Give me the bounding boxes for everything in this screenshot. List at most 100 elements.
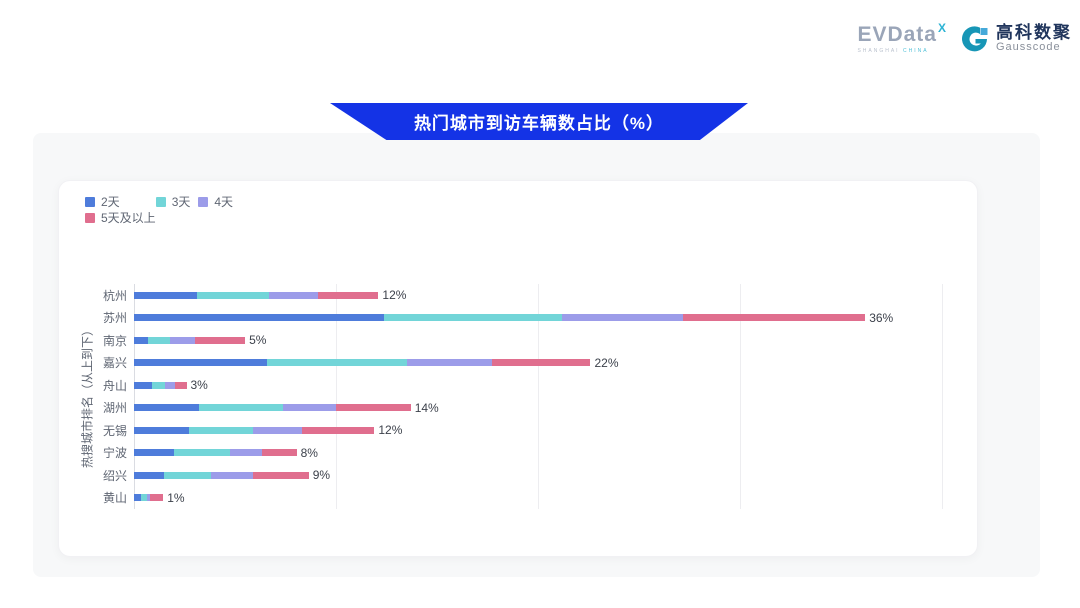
bar-segment-2天 [134,314,385,322]
stacked-bar [134,336,246,344]
bar-value-label: 8% [300,445,318,460]
bar-segment-2天 [134,359,268,367]
y-tick-label: 苏州 [102,311,127,326]
legend-swatch-icon [155,197,166,207]
stacked-bar [134,314,866,322]
bar-segment-4天 [229,449,263,457]
stacked-bar [134,404,411,412]
bar-segment-5天及以上 [262,449,297,457]
bar-segment-3天 [174,449,230,457]
bar-value-label: 1% [167,490,185,505]
bar-row-无锡: 无锡 12% [103,419,964,442]
bar-segment-3天 [164,471,211,479]
bar-segment-5天及以上 [253,471,309,479]
y-tick-label: 舟山 [102,378,127,393]
bar-value-label: 12% [382,288,407,303]
bar-segment-4天 [562,314,684,322]
y-tick-label: 无锡 [102,423,127,438]
stacked-bar [134,449,297,457]
bar-value-label: 36% [869,310,894,325]
gausscode-name-cn: 高科数聚 [996,23,1072,43]
bar-segment-3天 [196,291,270,299]
bar-segment-3天 [188,426,254,434]
bar-value-label: 12% [378,423,403,438]
bar-segment-2天 [134,449,175,457]
legend-swatch-icon [85,197,95,207]
chart-title-banner: 热门城市到访车辆数占比（%） [330,103,748,140]
evdata-wordmark: EVData [857,23,937,46]
legend-swatch-icon [198,197,209,207]
bar-segment-4天 [147,494,151,502]
legend-item-2天[interactable]: 2天 [85,196,120,208]
stacked-bar [134,359,591,367]
bar-segment-4天 [253,426,302,434]
y-axis-line [134,284,135,509]
gausscode-name-en: Gausscode [996,41,1061,54]
bar-segment-5天及以上 [491,359,591,367]
chart-panel: 2天 3天 4天 5天及以上 热搜城市排名（从上到下） 杭州 12% 苏州 36% 南京 5% 嘉… [33,133,1040,577]
chart-legend: 2天 3天 4天 5天及以上 [85,196,265,224]
gausscode-g-icon [962,26,988,52]
legend-item-4天[interactable]: 4天 [198,196,233,208]
page-title: 热门城市到访车辆数占比（%） [413,114,665,133]
evdata-logo: EVData X SHANGHAI CHINA [857,21,946,54]
stacked-bar [134,471,309,479]
bar-value-label: 14% [414,400,439,415]
stacked-bar [134,291,379,299]
legend-item-3天[interactable]: 3天 [155,195,191,209]
y-tick-label: 宁波 [102,446,127,461]
bar-segment-3天 [198,404,284,412]
bar-segment-3天 [141,494,148,502]
bar-segment-2天 [134,426,189,434]
gridline-10 [336,284,337,509]
y-tick-label: 绍兴 [102,468,127,483]
bar-row-南京: 南京 5% [103,329,964,352]
legend-label: 4天 [214,195,234,209]
bar-row-绍兴: 绍兴 9% [103,464,964,487]
bar-segment-3天 [267,359,407,367]
chart-card: 2天 3天 4天 5天及以上 热搜城市排名（从上到下） 杭州 12% 苏州 36% 南京 5% 嘉… [58,180,978,557]
bar-value-label: 9% [312,468,331,483]
y-tick-label: 嘉兴 [102,356,127,371]
stacked-bar [134,426,375,434]
bar-segment-2天 [134,471,165,479]
bar-segment-4天 [283,404,336,412]
legend-label: 5天及以上 [101,211,156,225]
bar-row-杭州: 杭州 12% [103,284,964,307]
bar-value-label: 3% [190,378,208,393]
bar-segment-5天及以上 [335,404,411,412]
bar-segment-5天及以上 [150,494,164,502]
plot-area: 杭州 12% 苏州 36% 南京 5% 嘉兴 22% 舟山 3% 湖州 14% 无锡 12% 宁波 8% 绍兴 9… [103,284,964,510]
bar-segment-3天 [148,336,171,344]
stacked-bar [134,381,187,389]
gridline-30 [740,284,741,509]
bar-value-label: 22% [594,355,619,370]
evdata-x-icon: X [937,21,946,35]
bar-value-label: 5% [249,333,267,348]
stacked-bar [134,494,164,502]
bar-row-黄山: 黄山 1% [103,487,964,510]
gridline-20 [538,284,539,509]
bar-segment-5天及以上 [683,314,866,322]
bar-segment-5天及以上 [301,426,375,434]
y-tick-label: 湖州 [102,401,127,416]
header-logos: EVData X SHANGHAI CHINA 高科数聚 Gausscode [857,21,1072,54]
legend-item-5天及以上[interactable]: 5天及以上 [85,212,156,224]
legend-swatch-icon [85,213,95,223]
bar-segment-4天 [165,381,176,389]
legend-label: 3天 [171,195,191,209]
gausscode-logo: 高科数聚 Gausscode [960,24,1072,54]
bar-segment-3天 [384,314,563,322]
y-tick-label: 杭州 [102,288,127,303]
bar-segment-5天及以上 [194,336,246,344]
bar-segment-4天 [210,471,254,479]
bar-row-湖州: 湖州 14% [103,397,964,420]
bar-segment-3天 [152,381,166,389]
bar-segment-4天 [269,291,318,299]
legend-label: 2天 [101,195,120,209]
evdata-tagline: SHANGHAI CHINA [857,48,929,54]
y-tick-label: 黄山 [102,491,127,506]
bar-segment-4天 [406,359,492,367]
bar-row-苏州: 苏州 36% [103,307,964,330]
